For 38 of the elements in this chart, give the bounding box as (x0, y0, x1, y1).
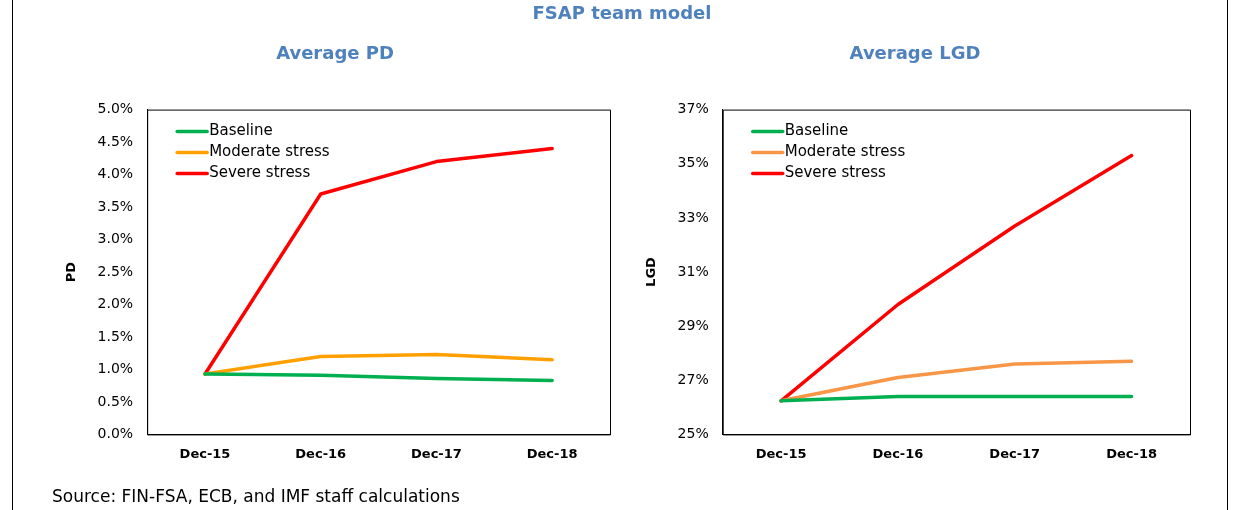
y-tick-label: 1.5% (97, 327, 134, 344)
y-tick-label: 25% (677, 425, 709, 442)
y-tick-label: 1.0% (97, 360, 134, 377)
x-tick-label: Dec-18 (1106, 445, 1157, 461)
y-tick-label: 3.0% (97, 230, 134, 247)
y-tick-label: 29% (677, 316, 709, 333)
legend-label: Severe stress (784, 163, 886, 182)
chart-title: Average PD (276, 42, 394, 64)
y-tick-label: 5.0% (97, 100, 134, 117)
y-axis-title: PD (63, 261, 79, 283)
y-tick-label: 27% (677, 370, 709, 387)
x-tick-label: Dec-15 (755, 445, 807, 461)
y-tick-label: 0.0% (97, 425, 134, 442)
y-tick-label: 35% (677, 154, 709, 171)
source-note: Source: FIN-FSA, ECB, and IMF staff calculations (52, 486, 460, 506)
legend-label: Severe stress (209, 163, 311, 182)
y-tick-label: 2.0% (97, 295, 134, 312)
y-tick-label: 2.5% (97, 262, 134, 279)
legend-label: Baseline (209, 121, 273, 140)
y-tick-label: 0.5% (97, 392, 134, 409)
x-tick-label: Dec-16 (872, 445, 924, 461)
x-tick-label: Dec-18 (526, 445, 578, 461)
y-tick-label: 4.5% (97, 132, 134, 149)
y-tick-label: 31% (677, 262, 709, 279)
chart-title: Average LGD (849, 42, 981, 64)
x-tick-label: Dec-16 (295, 445, 347, 461)
y-tick-label: 3.5% (97, 197, 134, 214)
y-tick-label: 33% (677, 208, 709, 225)
x-tick-label: Dec-15 (179, 445, 231, 461)
legend-label: Moderate stress (209, 142, 330, 161)
text: FSAP team model (531, 2, 713, 23)
y-axis-title: LGD (643, 256, 659, 287)
y-tick-label: 37% (677, 100, 709, 117)
x-tick-label: Dec-17 (989, 445, 1041, 461)
legend-label: Baseline (784, 121, 849, 140)
legend-label: Moderate stress (784, 142, 906, 161)
x-tick-label: Dec-17 (411, 445, 462, 461)
y-tick-label: 4.0% (97, 165, 134, 182)
